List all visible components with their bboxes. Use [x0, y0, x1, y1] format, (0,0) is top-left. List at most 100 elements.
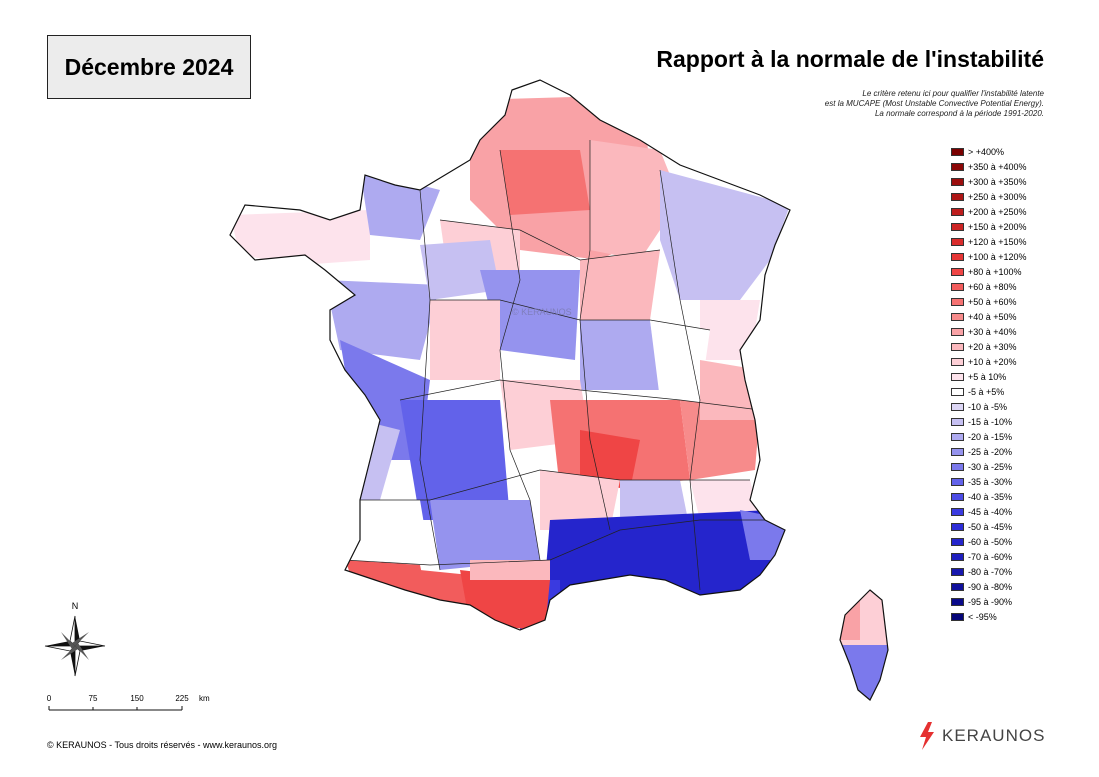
legend-item: -30 à -25% — [951, 459, 1081, 474]
department-borders — [344, 140, 790, 591]
legend-label: +120 à +150% — [968, 236, 1027, 247]
legend-item: -40 à -35% — [951, 489, 1081, 504]
legend-item: +250 à +300% — [951, 189, 1081, 204]
legend-item: -35 à -30% — [951, 474, 1081, 489]
legend-swatch — [951, 357, 964, 366]
legend-swatch — [951, 432, 964, 441]
legend-label: +80 à +100% — [968, 266, 1022, 277]
legend-item: -80 à -70% — [951, 564, 1081, 579]
legend-label: -50 à -45% — [968, 521, 1013, 532]
legend-label: +10 à +20% — [968, 356, 1017, 367]
legend-swatch — [951, 222, 964, 231]
legend-item: -5 à +5% — [951, 384, 1081, 399]
legend-item: -10 à -5% — [951, 399, 1081, 414]
legend-swatch — [951, 162, 964, 171]
scale-tick-label: 225 — [175, 694, 189, 703]
legend-swatch — [951, 612, 964, 621]
legend-label: +40 à +50% — [968, 311, 1017, 322]
legend-item: -90 à -80% — [951, 579, 1081, 594]
legend-label: +60 à +80% — [968, 281, 1017, 292]
corsica-outline — [839, 589, 889, 701]
legend-swatch — [951, 237, 964, 246]
legend-swatch — [951, 297, 964, 306]
legend-item: -70 à -60% — [951, 549, 1081, 564]
legend: > +400% +350 à +400% +300 à +350% +250 à +3… — [951, 144, 1081, 624]
legend-swatch — [951, 372, 964, 381]
legend-swatch — [951, 582, 964, 591]
subtitle-line: est la MUCAPE (Most Unstable Convective … — [824, 99, 1044, 108]
legend-item: +100 à +120% — [951, 249, 1081, 264]
legend-item: -25 à -20% — [951, 444, 1081, 459]
legend-label: -80 à -70% — [968, 566, 1013, 577]
legend-item: +350 à +400% — [951, 159, 1081, 174]
france-outline — [229, 79, 791, 631]
legend-swatch — [951, 507, 964, 516]
legend-item: -60 à -50% — [951, 534, 1081, 549]
legend-item: -15 à -10% — [951, 414, 1081, 429]
legend-label: +50 à +60% — [968, 296, 1017, 307]
legend-swatch — [951, 552, 964, 561]
legend-item: +150 à +200% — [951, 219, 1081, 234]
legend-item: -95 à -90% — [951, 594, 1081, 609]
copyright-text: © KERAUNOS - Tous droits réservés - www.… — [47, 740, 278, 750]
corsica-regions — [840, 590, 888, 700]
legend-label: -70 à -60% — [968, 551, 1013, 562]
map-title: Rapport à la normale de l'instabilité — [656, 46, 1044, 72]
legend-swatch — [951, 447, 964, 456]
legend-swatch — [951, 597, 964, 606]
legend-label: +150 à +200% — [968, 221, 1027, 232]
lightning-icon — [920, 722, 934, 750]
legend-swatch — [951, 522, 964, 531]
legend-item: < -95% — [951, 609, 1081, 624]
legend-item: -45 à -40% — [951, 504, 1081, 519]
legend-swatch — [951, 342, 964, 351]
scale-unit: km — [199, 694, 210, 703]
legend-swatch — [951, 282, 964, 291]
keraunos-logo: KERAUNOS — [918, 722, 1045, 750]
legend-label: +30 à +40% — [968, 326, 1017, 337]
legend-swatch — [951, 177, 964, 186]
subtitle-line: La normale correspond à la période 1991-… — [874, 109, 1044, 118]
legend-label: +300 à +350% — [968, 176, 1027, 187]
legend-swatch — [951, 252, 964, 261]
legend-label: +350 à +400% — [968, 161, 1027, 172]
legend-item: +40 à +50% — [951, 309, 1081, 324]
legend-item: -50 à -45% — [951, 519, 1081, 534]
scale-tick-label: 0 — [47, 694, 52, 703]
mainland-regions — [230, 80, 790, 630]
legend-item: +5 à 10% — [951, 369, 1081, 384]
scale-bar: 0 75 150 225 km — [47, 694, 210, 711]
legend-swatch — [951, 567, 964, 576]
legend-swatch — [951, 462, 964, 471]
scale-tick-label: 75 — [89, 694, 98, 703]
legend-item: -20 à -15% — [951, 429, 1081, 444]
legend-label: < -95% — [968, 611, 997, 622]
date-label: Décembre 2024 — [47, 35, 251, 99]
legend-swatch — [951, 327, 964, 336]
legend-label: -25 à -20% — [968, 446, 1013, 457]
legend-swatch — [951, 537, 964, 546]
legend-label: +100 à +120% — [968, 251, 1027, 262]
map-subtitle: Le critère retenu ici pour qualifier l'i… — [825, 89, 1044, 119]
legend-label: -20 à -15% — [968, 431, 1013, 442]
legend-swatch — [951, 147, 964, 156]
legend-label: > +400% — [968, 146, 1005, 157]
legend-label: -35 à -30% — [968, 476, 1013, 487]
legend-label: -45 à -40% — [968, 506, 1013, 517]
legend-item: > +400% — [951, 144, 1081, 159]
legend-swatch — [951, 207, 964, 216]
legend-label: +5 à 10% — [968, 371, 1007, 382]
legend-swatch — [951, 387, 964, 396]
legend-label: -10 à -5% — [968, 401, 1008, 412]
map-watermark: © KERAUNOS — [512, 307, 572, 317]
legend-item: +120 à +150% — [951, 234, 1081, 249]
legend-swatch — [951, 267, 964, 276]
legend-item: +200 à +250% — [951, 204, 1081, 219]
legend-label: -15 à -10% — [968, 416, 1013, 427]
legend-label: +250 à +300% — [968, 191, 1027, 202]
legend-item: +20 à +30% — [951, 339, 1081, 354]
legend-swatch — [951, 312, 964, 321]
subtitle-line: Le critère retenu ici pour qualifier l'i… — [862, 89, 1044, 98]
legend-label: -60 à -50% — [968, 536, 1013, 547]
